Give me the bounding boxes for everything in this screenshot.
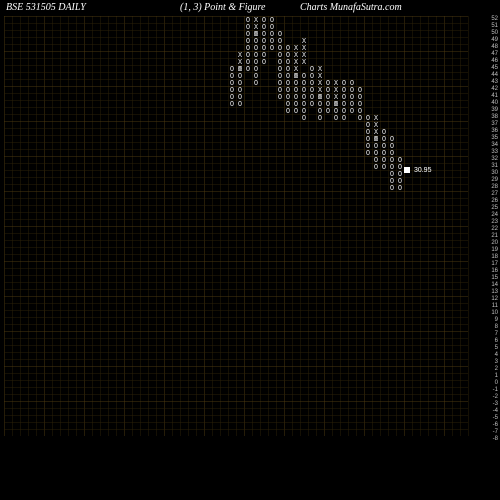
y-tick-label: -5 bbox=[478, 415, 498, 421]
y-tick-label: 44 bbox=[478, 72, 498, 78]
last-price-marker: 30.95 bbox=[404, 167, 431, 174]
svg-text:O: O bbox=[302, 114, 306, 122]
y-tick-label: 42 bbox=[478, 86, 498, 92]
y-tick-label: 6 bbox=[478, 338, 498, 344]
svg-text:O: O bbox=[238, 100, 242, 108]
svg-text:O: O bbox=[246, 65, 250, 73]
y-tick-label: 13 bbox=[478, 289, 498, 295]
svg-text:O: O bbox=[270, 44, 274, 52]
y-tick-label: 7 bbox=[478, 331, 498, 337]
y-tick-label: 28 bbox=[478, 184, 498, 190]
y-tick-label: -7 bbox=[478, 429, 498, 435]
y-tick-label: 51 bbox=[478, 23, 498, 29]
y-tick-label: 4 bbox=[478, 352, 498, 358]
y-tick-label: 18 bbox=[478, 254, 498, 260]
y-tick-label: 33 bbox=[478, 149, 498, 155]
y-tick-label: 45 bbox=[478, 65, 498, 71]
y-tick-label: 1 bbox=[478, 373, 498, 379]
svg-text:O: O bbox=[398, 184, 402, 192]
svg-text:O: O bbox=[230, 100, 234, 108]
pnf-chart: OOOOOOXXXOOOOOOOOOOOOOOXXXOOOOOOOOOOOOOO… bbox=[4, 16, 474, 436]
y-tick-label: 31 bbox=[478, 163, 498, 169]
svg-text:O: O bbox=[390, 184, 394, 192]
svg-text:O: O bbox=[334, 114, 338, 122]
svg-text:O: O bbox=[262, 58, 266, 66]
svg-text:O: O bbox=[326, 107, 330, 115]
y-tick-label: 3 bbox=[478, 359, 498, 365]
y-tick-label: 2 bbox=[478, 366, 498, 372]
y-axis: 5251504948474645444342414039383736353433… bbox=[478, 16, 498, 436]
svg-text:O: O bbox=[318, 114, 322, 122]
params-label: (1, 3) Point & Figure bbox=[180, 2, 265, 13]
y-tick-label: 48 bbox=[478, 44, 498, 50]
y-tick-label: -4 bbox=[478, 408, 498, 414]
y-tick-label: 22 bbox=[478, 226, 498, 232]
svg-text:O: O bbox=[350, 107, 354, 115]
svg-text:O: O bbox=[294, 107, 298, 115]
svg-text:O: O bbox=[358, 114, 362, 122]
y-tick-label: 11 bbox=[478, 303, 498, 309]
y-tick-label: 39 bbox=[478, 107, 498, 113]
y-tick-label: 14 bbox=[478, 282, 498, 288]
y-tick-label: 19 bbox=[478, 247, 498, 253]
y-tick-label: 10 bbox=[478, 310, 498, 316]
svg-text:O: O bbox=[374, 163, 378, 171]
y-tick-label: 30 bbox=[478, 170, 498, 176]
chart-header: BSE 531505 DAILY (1, 3) Point & Figure C… bbox=[0, 2, 500, 16]
y-tick-label: 5 bbox=[478, 345, 498, 351]
y-tick-label: 35 bbox=[478, 135, 498, 141]
chart-svg: OOOOOOXXXOOOOOOOOOOOOOOXXXOOOOOOOOOOOOOO… bbox=[4, 16, 474, 436]
y-tick-label: 24 bbox=[478, 212, 498, 218]
y-tick-label: 25 bbox=[478, 205, 498, 211]
y-tick-label: 16 bbox=[478, 268, 498, 274]
svg-text:O: O bbox=[254, 79, 258, 87]
y-tick-label: 12 bbox=[478, 296, 498, 302]
y-tick-label: 40 bbox=[478, 100, 498, 106]
y-tick-label: 37 bbox=[478, 121, 498, 127]
y-tick-label: 43 bbox=[478, 79, 498, 85]
y-tick-label: 41 bbox=[478, 93, 498, 99]
y-tick-label: -2 bbox=[478, 394, 498, 400]
y-tick-label: -1 bbox=[478, 387, 498, 393]
svg-text:O: O bbox=[278, 93, 282, 101]
y-tick-label: 23 bbox=[478, 219, 498, 225]
svg-text:O: O bbox=[286, 107, 290, 115]
y-tick-label: 36 bbox=[478, 128, 498, 134]
y-tick-label: 27 bbox=[478, 191, 498, 197]
y-tick-label: 21 bbox=[478, 233, 498, 239]
y-tick-label: -8 bbox=[478, 436, 498, 442]
y-tick-label: 34 bbox=[478, 142, 498, 148]
y-tick-label: 17 bbox=[478, 261, 498, 267]
y-tick-label: 46 bbox=[478, 58, 498, 64]
svg-text:O: O bbox=[342, 114, 346, 122]
y-tick-label: 29 bbox=[478, 177, 498, 183]
y-tick-label: 32 bbox=[478, 156, 498, 162]
y-tick-label: 38 bbox=[478, 114, 498, 120]
svg-text:O: O bbox=[366, 149, 370, 157]
last-price-value: 30.95 bbox=[414, 167, 432, 174]
y-tick-label: 8 bbox=[478, 324, 498, 330]
y-tick-label: -6 bbox=[478, 422, 498, 428]
svg-text:O: O bbox=[310, 100, 314, 108]
y-tick-label: 47 bbox=[478, 51, 498, 57]
y-tick-label: 50 bbox=[478, 30, 498, 36]
y-tick-label: 9 bbox=[478, 317, 498, 323]
source-label: Charts MunafaSutra.com bbox=[300, 2, 402, 13]
y-tick-label: 49 bbox=[478, 37, 498, 43]
symbol-label: BSE 531505 DAILY bbox=[6, 2, 86, 13]
y-tick-label: 15 bbox=[478, 275, 498, 281]
y-tick-label: 0 bbox=[478, 380, 498, 386]
svg-text:O: O bbox=[382, 163, 386, 171]
y-tick-label: 52 bbox=[478, 16, 498, 22]
y-tick-label: 20 bbox=[478, 240, 498, 246]
y-tick-label: -3 bbox=[478, 401, 498, 407]
y-tick-label: 26 bbox=[478, 198, 498, 204]
